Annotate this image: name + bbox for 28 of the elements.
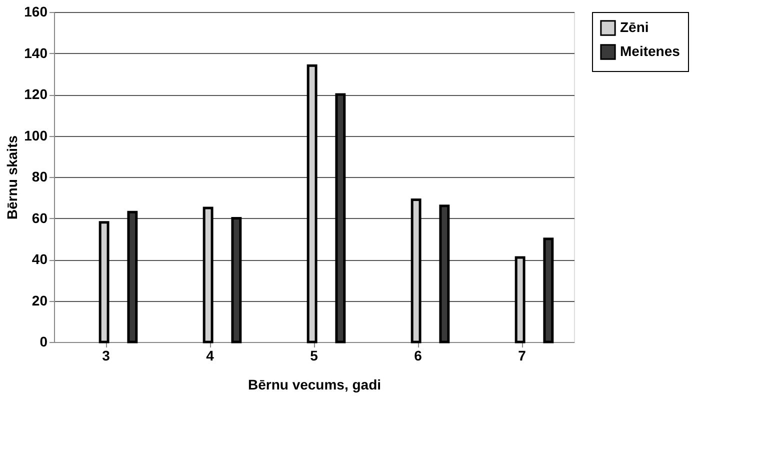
- bar: [335, 93, 346, 344]
- y-tick-label: 20: [32, 292, 48, 308]
- bar: [202, 206, 214, 344]
- y-tick-label: 40: [32, 251, 48, 267]
- y-axis-title: Bērnu skaits: [4, 135, 20, 220]
- bar: [98, 221, 110, 344]
- bar: [439, 204, 450, 344]
- y-tick-label: 140: [24, 44, 48, 61]
- y-tick-label: 0: [40, 334, 48, 350]
- bar: [231, 217, 242, 344]
- legend-label: Meitenes: [620, 43, 680, 59]
- x-tick-label: 3: [102, 348, 110, 364]
- y-tick-label: 160: [24, 4, 48, 20]
- bar: [306, 64, 318, 344]
- y-tick-label: 60: [32, 210, 48, 226]
- legend-label: Zēni: [620, 19, 649, 35]
- bar: [543, 238, 554, 344]
- y-tick-label: 120: [24, 86, 48, 102]
- y-tick-label: 80: [32, 168, 48, 184]
- x-tick-label: 6: [414, 348, 422, 364]
- bar: [514, 256, 526, 344]
- x-tick-label: 5: [310, 348, 318, 364]
- y-tick-label: 100: [24, 127, 48, 144]
- bar: [410, 198, 422, 344]
- x-tick-label: 4: [206, 348, 214, 364]
- x-axis-title: Bērnu vecums, gadi: [248, 376, 382, 392]
- bar: [127, 210, 138, 344]
- x-tick-label: 7: [518, 348, 526, 364]
